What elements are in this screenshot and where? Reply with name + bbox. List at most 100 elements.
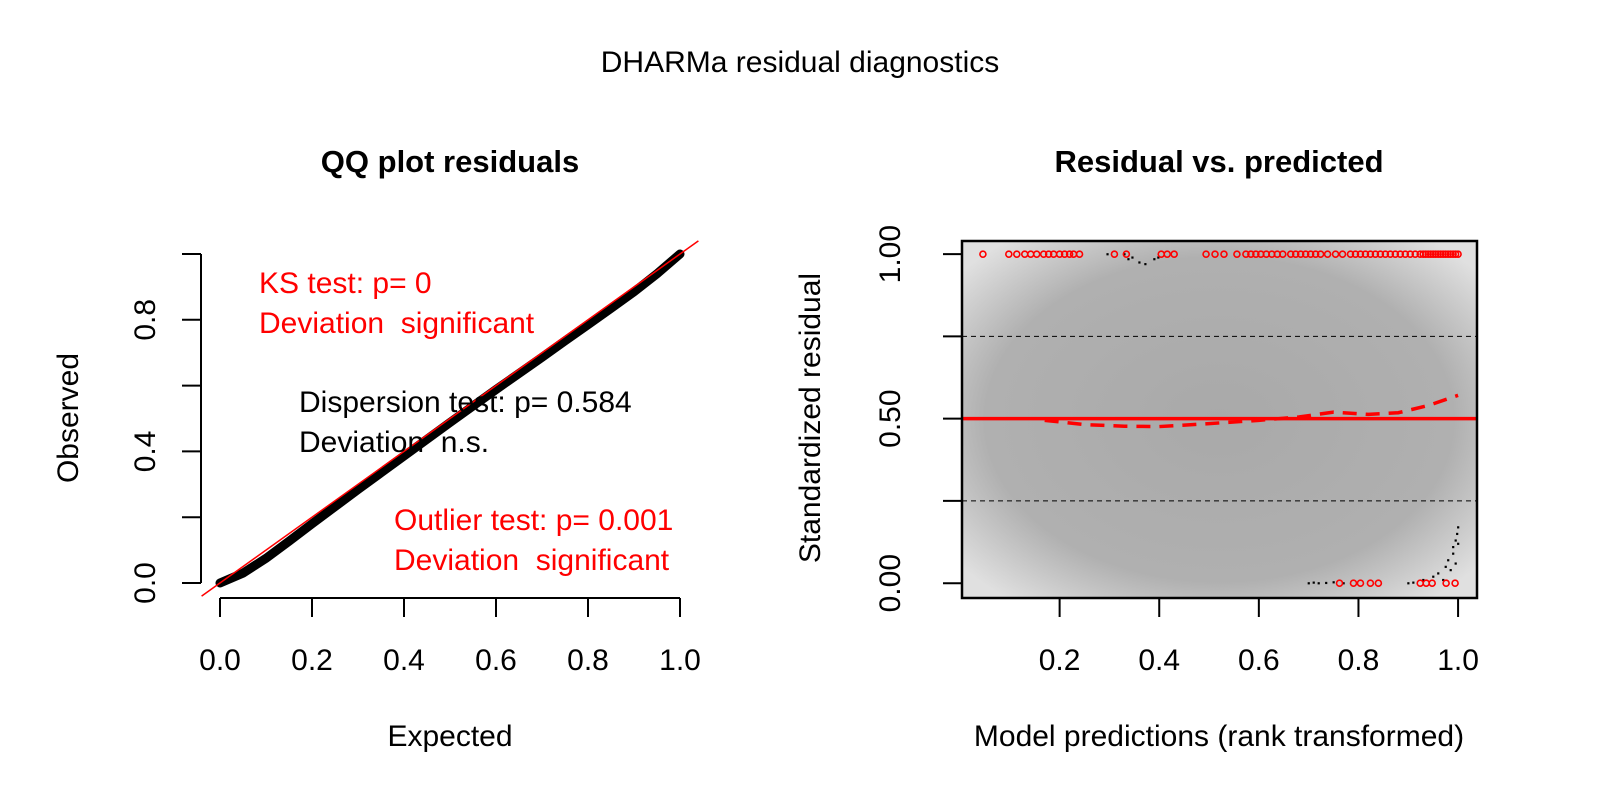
- outlier-point-top: [1316, 250, 1325, 258]
- outlier-point-top: [1291, 250, 1300, 258]
- qq-reference-line: [201, 240, 699, 597]
- residual-point: [1422, 578, 1425, 582]
- qq-point: [584, 321, 592, 329]
- qq-point: [561, 337, 569, 345]
- outlier-point-top: [1431, 250, 1440, 258]
- outlier-point-top: [1163, 250, 1172, 258]
- outlier-point-top: [1242, 250, 1250, 258]
- outlier-point-top: [1434, 250, 1442, 258]
- residual-point: [1454, 539, 1457, 542]
- outlier-point-bottom: [1356, 579, 1365, 587]
- rvp-y-tick-label: 0.00: [874, 554, 907, 612]
- residual-point: [1449, 569, 1452, 572]
- ks-test-text: KS test: p= 0: [259, 267, 432, 300]
- dispersion-deviation-text: Deviation n.s.: [299, 426, 489, 459]
- qq-y-tick-label: 0.4: [129, 431, 162, 473]
- residual-vs-predicted-panel: Residual vs. predicted Model predictions…: [794, 144, 1479, 753]
- outlier-point-top: [1110, 250, 1119, 258]
- outlier-test-text: Outlier test: p= 0.001: [394, 504, 673, 537]
- residual-point: [1106, 253, 1109, 256]
- qq-x-tick-label: 1.0: [659, 644, 701, 677]
- rvp-y-tick-label: 1.00: [874, 225, 907, 283]
- residual-point: [1157, 256, 1160, 259]
- outlier-point-top: [1421, 250, 1430, 258]
- qq-point: [239, 569, 247, 577]
- qq-point: [262, 554, 270, 562]
- outlier-point-top: [1386, 250, 1395, 258]
- residual-point: [1452, 552, 1455, 555]
- residual-point: [1412, 581, 1415, 584]
- outlier-point-top: [1039, 250, 1048, 258]
- outlier-point-top: [1170, 250, 1178, 258]
- residual-point: [1447, 559, 1450, 562]
- qq-annotations: KS test: p= 0 Deviation significant Disp…: [259, 267, 673, 577]
- outlier-point-bottom: [1442, 579, 1450, 587]
- rvp-x-tick-label: 0.8: [1338, 644, 1380, 677]
- rvp-x-tick-label: 1.0: [1437, 644, 1479, 677]
- outlier-point-top: [1381, 250, 1390, 258]
- qq-point: [538, 353, 546, 361]
- qq-x-tick-label: 0.2: [291, 644, 333, 677]
- outlier-point-top: [1406, 250, 1415, 258]
- outlier-point-bottom: [1428, 579, 1436, 587]
- qq-point: [354, 486, 362, 494]
- outlier-point-top: [1396, 250, 1405, 258]
- outlier-point-top: [1426, 250, 1435, 258]
- qq-point: [469, 402, 477, 410]
- outlier-point-top: [1411, 250, 1420, 258]
- outlier-point-bottom: [1374, 579, 1383, 587]
- residual-point: [1127, 258, 1130, 261]
- qq-point: [607, 304, 615, 312]
- outlier-point-top: [1361, 250, 1370, 258]
- outlier-point-top: [1446, 250, 1455, 258]
- rvp-x-axis-label: Model predictions (rank transformed): [974, 720, 1464, 753]
- outlier-point-top: [1441, 250, 1450, 258]
- residual-point: [1457, 542, 1460, 545]
- outlier-point-bottom: [1451, 579, 1459, 587]
- qq-point: [285, 537, 293, 545]
- residual-point: [1437, 572, 1440, 575]
- qq-point: [377, 469, 385, 477]
- outlier-point-top: [1424, 250, 1432, 258]
- outlier-deviation-text: Deviation significant: [394, 544, 670, 577]
- outlier-point-top: [1233, 250, 1241, 258]
- outlier-point-top: [1005, 250, 1013, 258]
- residual-point: [1407, 582, 1410, 585]
- qq-x-tick-label: 0.8: [567, 644, 609, 677]
- rvp-plot-title: Residual vs. predicted: [1054, 144, 1383, 179]
- outlier-point-top: [1401, 250, 1410, 258]
- outlier-point-top: [1296, 250, 1305, 258]
- qq-plot-panel: QQ plot residuals Expected Observed 0.0 0…: [52, 144, 701, 753]
- outlier-point-top: [1060, 250, 1069, 258]
- outlier-point-bottom: [1349, 579, 1358, 587]
- outlier-point-top: [1451, 250, 1460, 258]
- qq-x-axis-label: Expected: [387, 720, 512, 753]
- residual-point: [1123, 253, 1126, 256]
- residual-point: [1317, 582, 1320, 585]
- residual-point: [1432, 575, 1435, 578]
- residual-point: [1457, 526, 1460, 529]
- residual-point: [1332, 581, 1335, 584]
- rvp-x-tick-label: 0.6: [1238, 644, 1280, 677]
- qq-y-tick-label: 0.0: [129, 562, 162, 604]
- outlier-point-top: [1331, 250, 1340, 258]
- outlier-point-top: [1012, 250, 1021, 258]
- outlier-point-top: [1376, 250, 1385, 258]
- qq-point: [492, 386, 500, 394]
- outlier-point-top: [1075, 250, 1084, 258]
- outlier-point-top: [1065, 250, 1074, 258]
- outlier-point-top: [1346, 250, 1355, 258]
- outlier-point-top: [1444, 250, 1452, 258]
- outlier-point-top: [1202, 250, 1210, 258]
- outlier-point-top: [1278, 250, 1287, 258]
- quantile-regression-dashed-curve: [1044, 393, 1459, 429]
- outlier-point-top: [1449, 250, 1457, 258]
- qq-plot-title: QQ plot residuals: [321, 144, 579, 179]
- outlier-point-top: [1436, 250, 1445, 258]
- outlier-point-top: [1032, 250, 1041, 258]
- residual-point: [1452, 546, 1455, 549]
- residual-point: [1325, 581, 1328, 585]
- outlier-point-top: [1419, 250, 1428, 258]
- rvp-x-tick-label: 0.2: [1039, 644, 1081, 677]
